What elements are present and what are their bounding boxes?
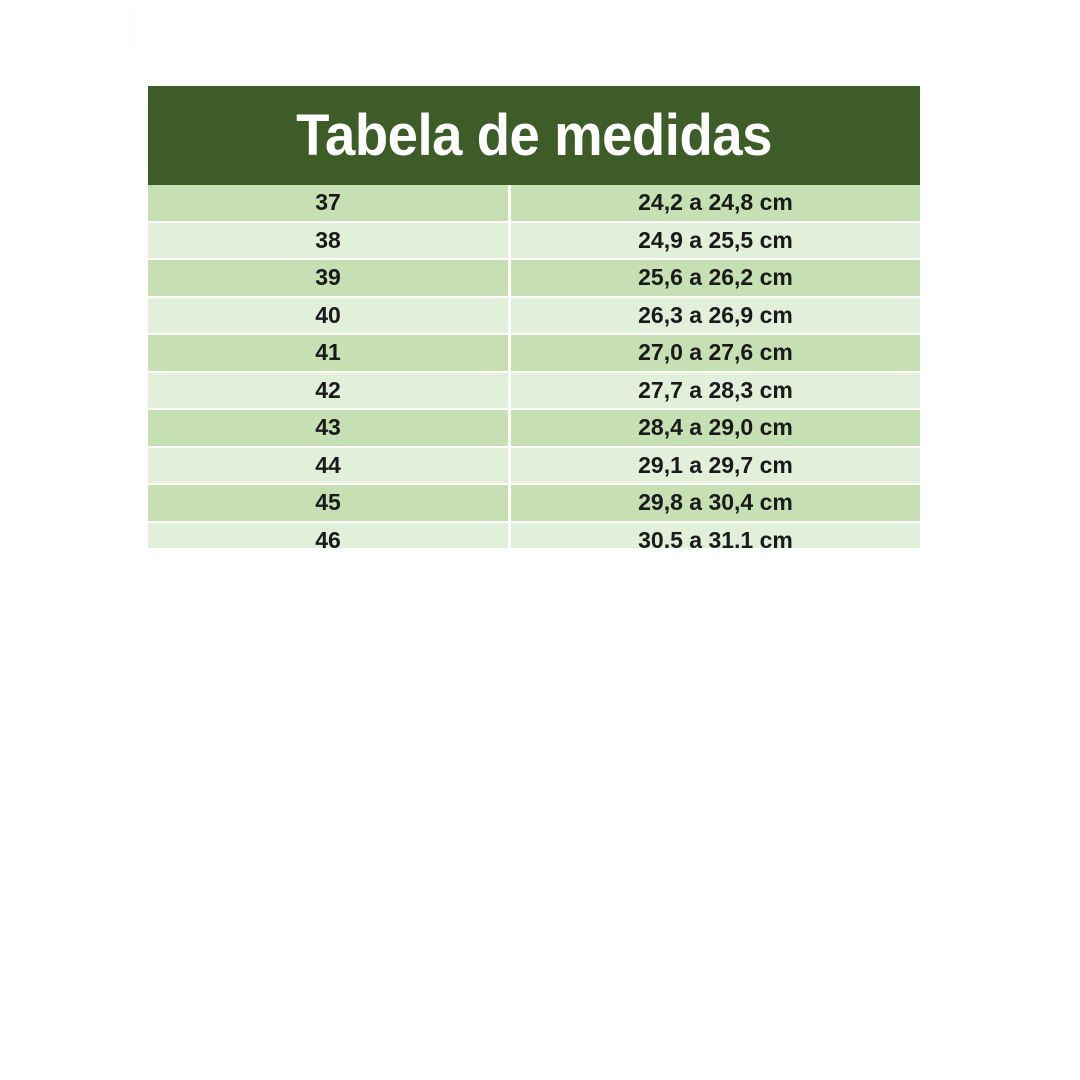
- table-row: 40 26,3 a 26,9 cm: [148, 297, 920, 335]
- cell-size: 44: [148, 447, 511, 485]
- table-row: 44 29,1 a 29,7 cm: [148, 447, 920, 485]
- cell-size: 40: [148, 297, 511, 335]
- size-chart: Tabela de medidas 37 24,2 a 24,8 cm 38 2…: [148, 86, 920, 548]
- cell-measurement: 29,1 a 29,7 cm: [511, 447, 920, 485]
- canvas-artifact: [131, 8, 136, 44]
- cell-size: 41: [148, 335, 511, 373]
- table-row: 37 24,2 a 24,8 cm: [148, 185, 920, 223]
- cell-measurement: 24,9 a 25,5 cm: [511, 222, 920, 260]
- cell-measurement: 27,0 a 27,6 cm: [511, 335, 920, 373]
- cell-size: 38: [148, 222, 511, 260]
- size-chart-table: 37 24,2 a 24,8 cm 38 24,9 a 25,5 cm 39 2…: [148, 185, 920, 548]
- table-row: 43 28,4 a 29,0 cm: [148, 410, 920, 448]
- table-row: 42 27,7 a 28,3 cm: [148, 372, 920, 410]
- cell-measurement: 30,5 a 31,1 cm: [511, 522, 920, 548]
- cell-size: 43: [148, 410, 511, 448]
- cell-measurement: 27,7 a 28,3 cm: [511, 372, 920, 410]
- table-row: 39 25,6 a 26,2 cm: [148, 260, 920, 298]
- cell-measurement: 25,6 a 26,2 cm: [511, 260, 920, 298]
- cell-measurement: 29,8 a 30,4 cm: [511, 485, 920, 523]
- cell-measurement: 26,3 a 26,9 cm: [511, 297, 920, 335]
- table-row: 45 29,8 a 30,4 cm: [148, 485, 920, 523]
- table-row: 38 24,9 a 25,5 cm: [148, 222, 920, 260]
- cell-size: 46: [148, 522, 511, 548]
- table-row: 46 30,5 a 31,1 cm: [148, 522, 920, 548]
- table-row: 41 27,0 a 27,6 cm: [148, 335, 920, 373]
- cell-measurement: 28,4 a 29,0 cm: [511, 410, 920, 448]
- page-title: Tabela de medidas: [296, 102, 772, 168]
- cell-measurement: 24,2 a 24,8 cm: [511, 185, 920, 223]
- size-chart-table-body: 37 24,2 a 24,8 cm 38 24,9 a 25,5 cm 39 2…: [148, 185, 920, 548]
- cell-size: 37: [148, 185, 511, 223]
- size-chart-header: Tabela de medidas: [148, 86, 920, 185]
- cell-size: 42: [148, 372, 511, 410]
- cell-size: 45: [148, 485, 511, 523]
- cell-size: 39: [148, 260, 511, 298]
